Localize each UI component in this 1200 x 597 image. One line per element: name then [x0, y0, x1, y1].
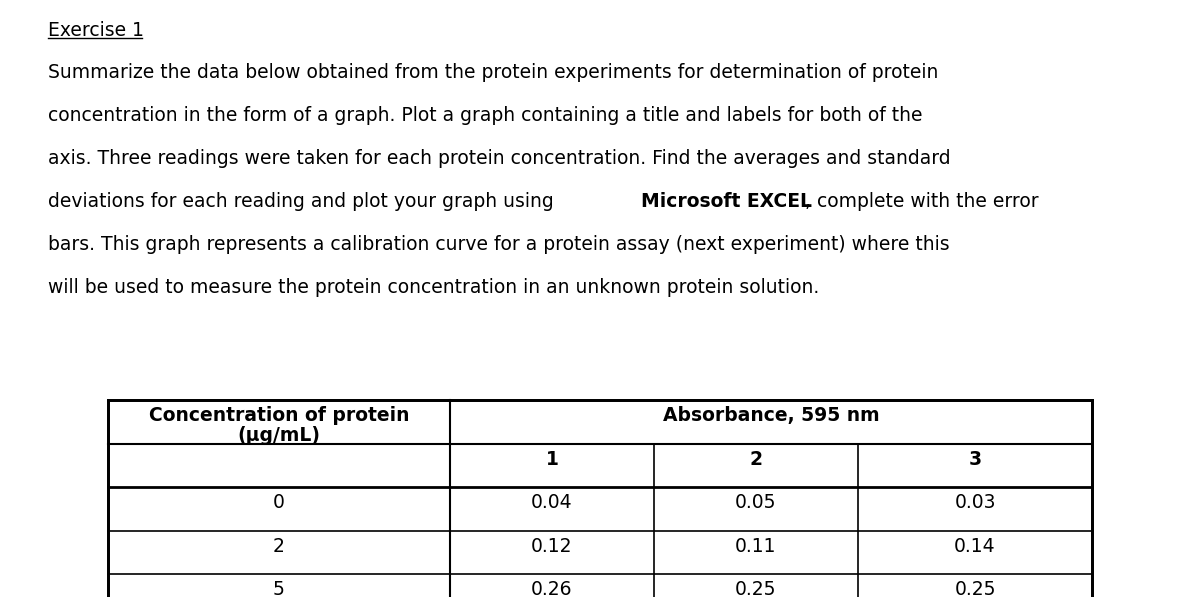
Text: bars. This graph represents a calibration curve for a protein assay (next experi: bars. This graph represents a calibratio…: [48, 235, 949, 254]
Text: 3: 3: [968, 450, 982, 469]
Text: deviations for each reading and plot your graph using: deviations for each reading and plot you…: [48, 192, 559, 211]
Text: Summarize the data below obtained from the protein experiments for determination: Summarize the data below obtained from t…: [48, 63, 938, 82]
Text: 0.25: 0.25: [736, 580, 776, 597]
Text: 0.14: 0.14: [954, 537, 996, 556]
Text: 0.04: 0.04: [532, 493, 572, 512]
Text: Absorbance, 595 nm: Absorbance, 595 nm: [662, 406, 880, 425]
Text: 0: 0: [274, 493, 284, 512]
Text: 2: 2: [750, 450, 762, 469]
Text: 5: 5: [274, 580, 284, 597]
Text: 0.25: 0.25: [954, 580, 996, 597]
Text: Concentration of protein: Concentration of protein: [149, 406, 409, 425]
Text: Exercise 1: Exercise 1: [48, 21, 144, 40]
Text: concentration in the form of a graph. Plot a graph containing a title and labels: concentration in the form of a graph. Pl…: [48, 106, 923, 125]
Text: Microsoft EXCEL: Microsoft EXCEL: [641, 192, 812, 211]
Text: 2: 2: [274, 537, 284, 556]
Text: 1: 1: [546, 450, 558, 469]
Text: 0.03: 0.03: [954, 493, 996, 512]
Text: , complete with the error: , complete with the error: [805, 192, 1039, 211]
Text: will be used to measure the protein concentration in an unknown protein solution: will be used to measure the protein conc…: [48, 278, 820, 297]
Text: 0.11: 0.11: [736, 537, 776, 556]
Text: axis. Three readings were taken for each protein concentration. Find the average: axis. Three readings were taken for each…: [48, 149, 950, 168]
Text: 0.12: 0.12: [532, 537, 572, 556]
Text: 0.05: 0.05: [736, 493, 776, 512]
Text: (μg/mL): (μg/mL): [238, 426, 320, 445]
Text: 0.26: 0.26: [532, 580, 572, 597]
